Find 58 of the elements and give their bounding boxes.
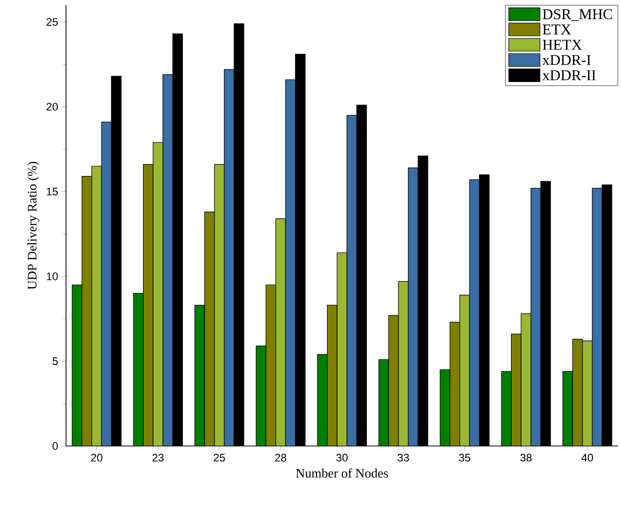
x-tick-label: 28 <box>275 454 286 462</box>
bar <box>510 334 522 446</box>
bar <box>142 164 154 446</box>
x-tick-label: 25 <box>214 454 225 462</box>
legend-label: xDDR-II <box>542 70 596 80</box>
x-tick-label: 35 <box>458 454 470 462</box>
legend-label: xDDR-I <box>542 55 591 65</box>
bar <box>450 322 460 446</box>
bar <box>152 142 164 446</box>
bar <box>562 371 573 446</box>
bar <box>101 122 112 446</box>
bar <box>501 371 512 446</box>
bar <box>582 340 593 446</box>
bar <box>214 164 225 446</box>
y-tick-label: 10 <box>46 272 58 280</box>
bar <box>459 294 470 446</box>
bar <box>572 338 583 446</box>
bar <box>378 359 389 446</box>
bar <box>326 304 338 446</box>
x-tick-label: 38 <box>520 454 532 462</box>
bar <box>91 166 102 446</box>
legend-label: HETX <box>542 40 582 50</box>
bar <box>285 79 296 446</box>
y-tick-label: 0 <box>52 442 58 450</box>
x-tick-label: 33 <box>398 454 409 462</box>
y-tick-label: 15 <box>46 188 58 196</box>
y-axis-title: UDP Delivery Ratio (%) <box>27 162 40 290</box>
bar <box>224 69 234 446</box>
bar <box>440 369 450 446</box>
bar <box>346 114 358 446</box>
bar <box>530 188 542 446</box>
x-tick-label: 30 <box>336 454 348 462</box>
x-tick-label: 20 <box>91 454 102 462</box>
bar <box>520 313 532 446</box>
bar <box>469 179 480 446</box>
bar <box>204 212 215 446</box>
bar <box>256 346 266 446</box>
x-tick-label: 40 <box>581 454 593 462</box>
x-axis-title: Number of Nodes <box>296 468 388 478</box>
bar <box>398 281 409 446</box>
legend-label: ETX <box>542 24 572 34</box>
bar <box>408 168 418 446</box>
legend-label: DSR_MHC <box>542 9 612 21</box>
bar <box>275 218 286 446</box>
bar <box>133 293 144 446</box>
bar <box>317 354 328 446</box>
bar <box>194 304 205 446</box>
bar <box>592 188 602 446</box>
bar <box>336 252 348 446</box>
y-tick-label: 20 <box>46 102 58 111</box>
y-tick-label: 5 <box>52 357 58 366</box>
bar <box>266 284 276 446</box>
bar <box>162 74 174 446</box>
y-tick-label: 25 <box>46 18 58 26</box>
x-tick-label: 23 <box>152 454 164 462</box>
bar <box>388 315 399 446</box>
bar <box>82 176 92 446</box>
bar <box>72 284 82 446</box>
